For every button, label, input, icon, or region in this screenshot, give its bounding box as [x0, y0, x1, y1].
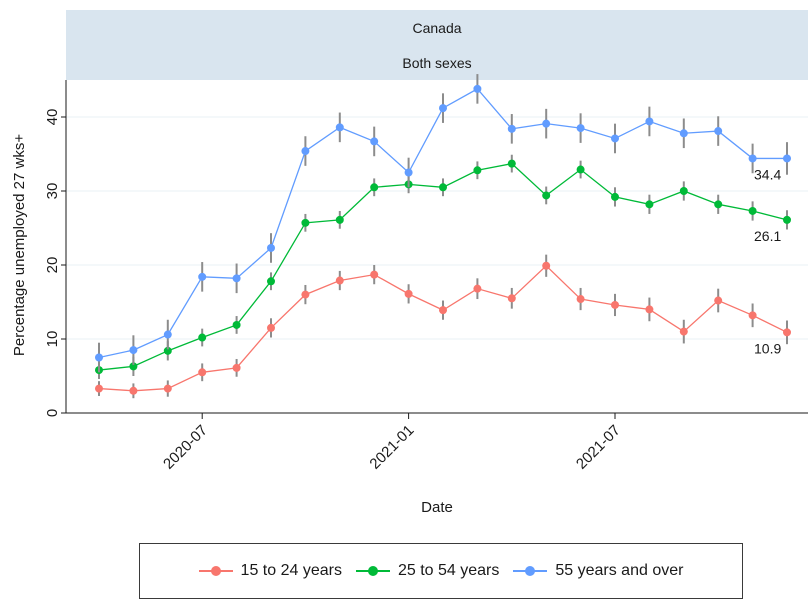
data-point: [198, 368, 207, 377]
x-tick-label: 2021-01: [366, 422, 417, 473]
data-point: [507, 124, 516, 133]
data-point: [439, 104, 447, 113]
data-point: [473, 166, 482, 175]
data-point: [507, 159, 516, 168]
data-point: [370, 137, 379, 146]
x-tick-label: 2020-07: [160, 422, 211, 473]
y-tick-label: 40: [44, 109, 61, 126]
legend-item: 15 to 24 years: [198, 562, 342, 580]
x-tick-label: 2021-07: [573, 422, 624, 473]
series-2: [95, 74, 791, 373]
data-point: [198, 333, 207, 342]
data-point: [95, 353, 103, 362]
y-axis-title: Percentage unemployed 27 wks+: [11, 134, 28, 356]
end-value-label: 26.1: [754, 228, 781, 244]
data-point: [163, 330, 172, 339]
series-1: [95, 154, 791, 379]
data-point: [783, 328, 791, 337]
data-point: [576, 124, 585, 133]
y-tick-label: 30: [44, 183, 61, 200]
data-point: [163, 384, 172, 393]
data-point: [129, 362, 138, 371]
data-point: [439, 306, 447, 315]
data-point: [301, 147, 310, 156]
data-point: [645, 200, 654, 209]
legend-key-icon: [355, 566, 390, 576]
data-point: [714, 296, 723, 305]
facet-strip: Canada Both sexes: [66, 10, 808, 80]
y-tick-label: 0: [44, 409, 61, 417]
data-point: [129, 386, 138, 395]
data-point: [198, 272, 207, 281]
strip-bottom-label: Both sexes: [402, 55, 471, 71]
data-point: [404, 168, 413, 177]
data-point: [473, 84, 482, 93]
data-point: [301, 218, 310, 227]
data-point: [748, 154, 757, 163]
data-point: [611, 134, 619, 143]
series-layer: [95, 74, 791, 399]
y-tick-label: 20: [44, 257, 61, 274]
legend-item: 25 to 54 years: [355, 562, 500, 580]
data-point: [542, 191, 551, 200]
data-point: [576, 165, 585, 174]
end-value-label: 34.4: [754, 166, 781, 182]
legend-key-icon: [198, 566, 233, 576]
legend-item: 55 years and over: [513, 562, 683, 580]
data-point: [611, 300, 619, 309]
data-point: [748, 311, 757, 320]
strip-top-label: Canada: [412, 20, 461, 36]
legend-label: 55 years and over: [555, 562, 684, 579]
data-point: [267, 243, 275, 252]
data-point: [163, 346, 172, 355]
legend-label: 15 to 24 years: [240, 562, 342, 579]
series-0: [95, 254, 791, 399]
data-point: [95, 384, 103, 393]
data-point: [714, 127, 723, 136]
data-point: [370, 270, 379, 279]
end-value-label: 10.9: [754, 340, 781, 356]
data-point: [335, 276, 344, 285]
data-point: [679, 187, 688, 195]
data-point: [232, 274, 241, 283]
data-point: [611, 192, 619, 201]
data-point: [370, 183, 379, 192]
data-point: [335, 123, 344, 132]
legend-key-icon: [513, 566, 548, 576]
y-tick-label: 10: [44, 331, 61, 348]
data-point: [335, 215, 344, 224]
data-point: [232, 363, 241, 372]
data-point: [542, 119, 551, 128]
data-point: [267, 277, 275, 286]
x-axis-title: Date: [421, 499, 453, 516]
data-point: [679, 327, 688, 336]
data-point: [748, 206, 757, 215]
data-point: [267, 323, 275, 332]
data-point: [679, 129, 688, 138]
data-point: [542, 261, 551, 270]
data-labels: 10.9 26.1 34.4: [754, 166, 781, 356]
strip-bottom-bg: [66, 45, 808, 80]
data-point: [507, 294, 516, 303]
data-point: [714, 200, 723, 209]
data-point: [232, 320, 241, 329]
data-point: [404, 289, 413, 298]
legend-label: 25 to 54 years: [397, 562, 500, 579]
legend: 15 to 24 years 25 to 54 years 55 years and…: [139, 543, 743, 599]
data-point: [129, 346, 138, 355]
strip-top-bg: [66, 10, 808, 45]
data-point: [645, 305, 654, 314]
data-point: [645, 117, 654, 126]
data-point: [439, 183, 447, 192]
data-point: [301, 290, 310, 299]
data-point: [576, 295, 585, 304]
data-point: [783, 215, 791, 224]
data-point: [783, 154, 791, 163]
data-point: [473, 284, 482, 293]
gridlines: [66, 116, 808, 414]
